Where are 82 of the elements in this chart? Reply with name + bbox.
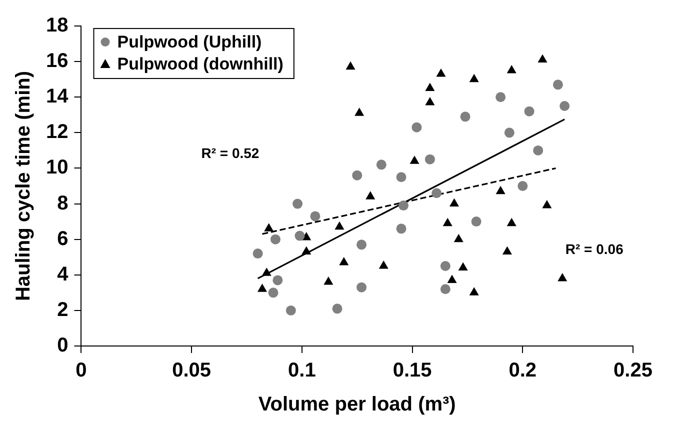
x-tick-label: 0.2 [508, 360, 537, 382]
point [376, 160, 386, 170]
point [324, 276, 334, 285]
y-tick-label: 4 [57, 263, 70, 286]
point [533, 145, 544, 156]
point [396, 172, 406, 182]
legend-label: Pulpwood (downhill) [117, 54, 284, 74]
point [469, 287, 479, 296]
annotation: R² = 0.06 [565, 240, 624, 257]
point [425, 96, 435, 106]
point [449, 198, 459, 207]
point [339, 256, 349, 266]
point [436, 68, 446, 77]
point [292, 198, 303, 209]
point [302, 246, 312, 255]
point [396, 224, 406, 234]
point [356, 240, 367, 250]
point [424, 154, 435, 164]
point [354, 108, 364, 116]
point [460, 112, 470, 122]
point [332, 304, 342, 314]
point [356, 282, 367, 292]
point [352, 170, 362, 180]
annotation: R² = 0.52 [201, 144, 260, 161]
point [471, 216, 482, 227]
point [558, 272, 568, 282]
point [286, 305, 296, 316]
point [538, 54, 548, 63]
point [496, 186, 506, 194]
y-axis-title: Hauling cycle time (min) [12, 70, 35, 302]
point [412, 122, 422, 132]
y-tick-label: 18 [46, 14, 68, 37]
point [506, 218, 516, 226]
point [410, 156, 420, 164]
point [518, 181, 528, 191]
point [425, 82, 435, 91]
x-tick-label: 0.05 [172, 360, 212, 382]
point [454, 234, 464, 242]
point [272, 275, 283, 286]
x-tick-label: 0.15 [392, 360, 432, 382]
point [432, 188, 442, 198]
y-tick-label: 8 [57, 192, 68, 214]
point [440, 284, 450, 294]
point [542, 200, 552, 208]
point [504, 128, 514, 138]
point [378, 260, 388, 269]
point [398, 200, 408, 211]
point [506, 64, 516, 74]
point [310, 211, 320, 222]
point [560, 101, 570, 111]
point [252, 248, 263, 259]
x-tick-label: 0 [76, 360, 87, 382]
legend-label: Pulpwood (Uphill) [117, 32, 262, 52]
point [302, 232, 312, 240]
point [496, 92, 506, 102]
y-tick-label: 6 [57, 228, 68, 250]
point [366, 191, 376, 200]
point [294, 230, 305, 241]
x-axis-title: Volume per load (m³) [258, 394, 456, 416]
x-tick-label: 0.1 [288, 360, 316, 382]
point [442, 218, 452, 226]
point [524, 106, 534, 116]
point [469, 74, 479, 82]
y-tick-label: 0 [57, 334, 68, 357]
point [264, 223, 274, 232]
x-tick-label: 0.25 [614, 360, 652, 382]
point [552, 80, 563, 90]
y-tick-label: 16 [46, 50, 68, 72]
point [447, 274, 457, 283]
point [502, 246, 512, 255]
point [257, 284, 267, 292]
point [440, 261, 450, 271]
point [262, 268, 272, 276]
point [270, 234, 280, 244]
y-tick-label: 12 [46, 121, 68, 144]
y-tick-label: 2 [57, 298, 68, 321]
y-tick-label: 10 [46, 156, 68, 179]
point [334, 221, 344, 230]
point [346, 61, 356, 70]
y-tick-label: 14 [46, 86, 70, 108]
point [268, 288, 278, 298]
point [458, 262, 468, 271]
